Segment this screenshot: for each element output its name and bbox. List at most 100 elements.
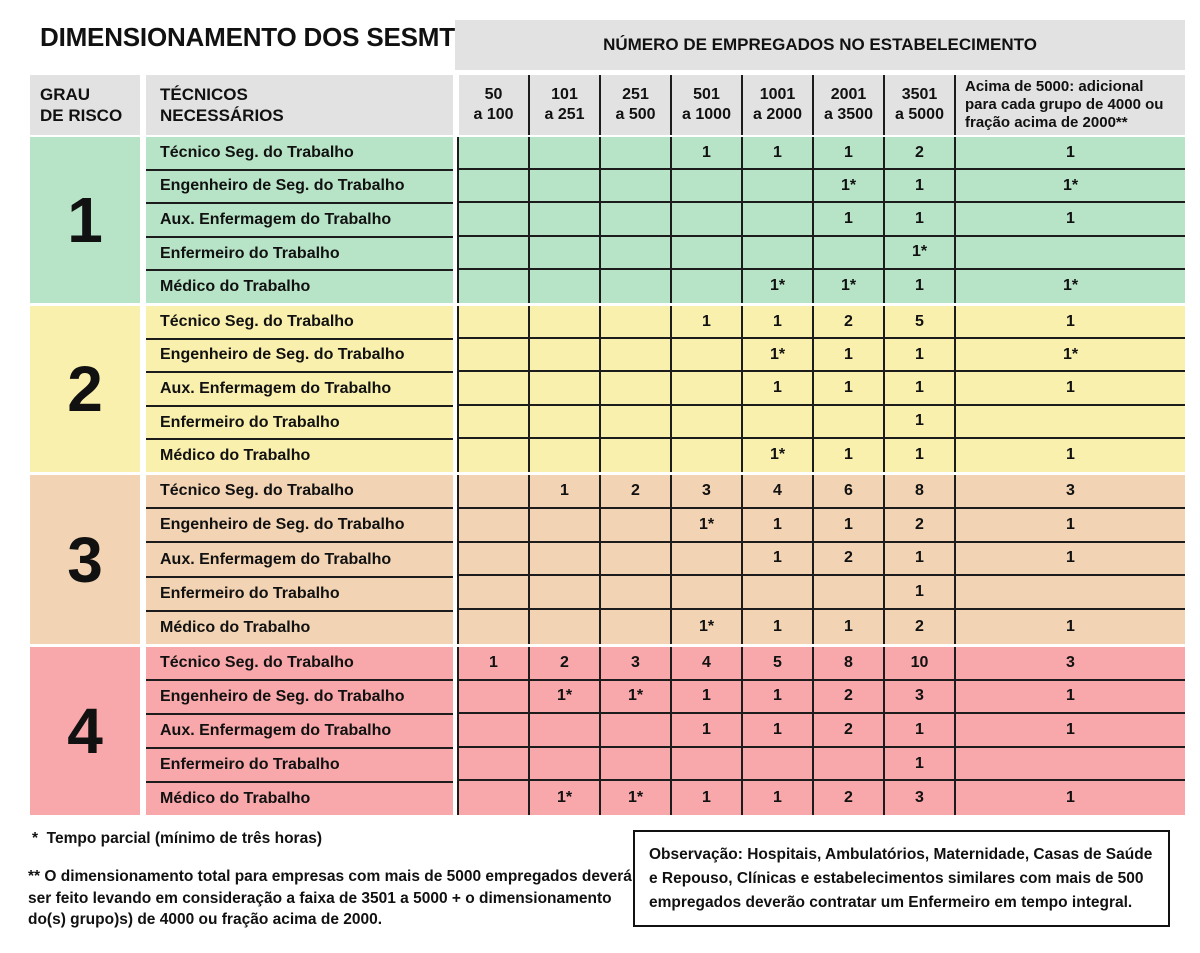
risk-grade-number: 3 — [30, 475, 140, 644]
value-cell: 4 — [743, 475, 814, 509]
value-cell — [601, 203, 672, 237]
value-cell — [601, 269, 672, 304]
value-cell — [743, 747, 814, 782]
values-grid: 1 2 3 4 5 8 10 3 1* 1* 1 1 2 3 1 1 1 2 1 1 1 1* 1* 1 1 2 3 1 — [457, 647, 1185, 815]
value-cell — [601, 170, 672, 204]
value-cell: 2 — [885, 508, 956, 543]
value-cell: 1* — [672, 610, 743, 644]
technician-name: Técnico Seg. do Trabalho — [146, 475, 453, 510]
value-cell: 1* — [956, 339, 1185, 373]
technician-name: Aux. Enfermagem do Trabalho — [146, 543, 453, 578]
value-cell — [814, 747, 885, 782]
header-range-cell: 1001 a 2000 — [743, 75, 814, 135]
value-cell: 2 — [814, 306, 885, 340]
value-cell: 2 — [530, 647, 601, 681]
values-grid: 1 1 2 5 1 1* 1 1 1* 1 1 1 1 1 1* 1 1 1 — [457, 306, 1185, 473]
technician-names-column: Técnico Seg. do Trabalho Engenheiro de Se… — [146, 306, 453, 472]
value-cell: 1* — [530, 781, 601, 815]
values-grid: 1 2 3 4 6 8 3 1* 1 1 2 1 1 2 1 1 1 1* 1 1 2 1 — [457, 475, 1185, 644]
value-cell — [459, 680, 530, 715]
technician-name: Médico do Trabalho — [146, 611, 453, 645]
value-cell — [956, 236, 1185, 270]
value-cell — [530, 372, 601, 406]
risk-group-2: 2 Técnico Seg. do Trabalho Engenheiro de S… — [0, 306, 1200, 473]
value-cell — [459, 576, 530, 611]
value-cell — [601, 405, 672, 439]
value-cell: 10 — [885, 647, 956, 681]
value-cell: 1 — [956, 680, 1185, 715]
value-cell: 3 — [885, 680, 956, 715]
table-row: 1* 1* 1 1* — [459, 269, 1185, 304]
value-cell: 1 — [885, 405, 956, 439]
header-employee-ranges: 50 a 100 101 a 251 251 a 500 501 a 1000 1001 a 20… — [457, 75, 1185, 135]
header-risk-grade-line1: GRAU — [40, 84, 91, 104]
value-cell: 1* — [743, 438, 814, 473]
header-range-cell: 3501 a 5000 — [885, 75, 956, 135]
value-cell — [530, 236, 601, 270]
table-row: 1* 1* 1 1 2 3 1 — [459, 781, 1185, 815]
value-cell: 1 — [530, 475, 601, 509]
value-cell: 1 — [672, 781, 743, 815]
value-cell — [956, 405, 1185, 439]
technician-name: Engenheiro de Seg. do Trabalho — [146, 170, 453, 205]
employees-banner: NÚMERO DE EMPREGADOS NO ESTABELECIMENTO — [455, 20, 1185, 70]
footnote-over-5000: ** O dimensionamento total para empresas… — [28, 868, 632, 929]
value-cell: 6 — [814, 475, 885, 509]
value-cell: 1 — [885, 203, 956, 237]
value-cell: 1 — [672, 137, 743, 171]
value-cell: 1 — [814, 137, 885, 171]
value-cell — [530, 306, 601, 340]
value-cell: 1 — [956, 542, 1185, 577]
value-cell — [459, 610, 530, 644]
value-cell: 1 — [743, 137, 814, 171]
header-range-cell: 50 a 100 — [459, 75, 530, 135]
value-cell — [672, 405, 743, 439]
technician-name: Aux. Enfermagem do Trabalho — [146, 715, 453, 749]
value-cell: 1 — [956, 714, 1185, 748]
table-row: 1* 1* 1 1 2 3 1 — [459, 680, 1185, 715]
table-row: 1 2 3 4 5 8 10 3 — [459, 647, 1185, 681]
value-cell — [601, 508, 672, 543]
value-cell: 3 — [956, 475, 1185, 509]
value-cell — [743, 576, 814, 611]
value-cell — [956, 576, 1185, 611]
technician-name: Aux. Enfermagem do Trabalho — [146, 373, 453, 407]
value-cell — [530, 542, 601, 577]
value-cell — [672, 269, 743, 304]
technician-name: Enfermeiro do Trabalho — [146, 749, 453, 783]
technician-name: Engenheiro de Seg. do Trabalho — [146, 509, 453, 544]
value-cell: 1 — [885, 542, 956, 577]
footnote-partial-time: * Tempo parcial (mínimo de três horas) — [32, 830, 322, 847]
value-cell: 1 — [743, 508, 814, 543]
value-cell — [672, 542, 743, 577]
value-cell: 1* — [672, 508, 743, 543]
value-cell — [459, 170, 530, 204]
value-cell: 1 — [743, 610, 814, 644]
risk-group-4: 4 Técnico Seg. do Trabalho Engenheiro de S… — [0, 647, 1200, 815]
header-range-cell: 251 a 500 — [601, 75, 672, 135]
value-cell: 5 — [743, 647, 814, 681]
value-cell: 2 — [601, 475, 672, 509]
risk-grade-number: 1 — [30, 137, 140, 303]
value-cell — [601, 438, 672, 473]
value-cell — [459, 781, 530, 815]
value-cell: 1 — [956, 438, 1185, 473]
value-cell — [672, 372, 743, 406]
value-cell: 1 — [814, 339, 885, 373]
technician-name: Técnico Seg. do Trabalho — [146, 137, 453, 171]
value-cell: 1 — [672, 680, 743, 715]
value-cell: 3 — [672, 475, 743, 509]
value-cell: 2 — [814, 781, 885, 815]
value-cell: 1 — [814, 203, 885, 237]
value-cell — [459, 714, 530, 748]
table-row: 1* 1 1 2 1 — [459, 508, 1185, 543]
value-cell: 1 — [885, 747, 956, 782]
value-cell: 1 — [956, 306, 1185, 340]
table-row: 1* 1 1 1 — [459, 438, 1185, 473]
value-cell — [530, 714, 601, 748]
risk-group-3: 3 Técnico Seg. do Trabalho Engenheiro de S… — [0, 475, 1200, 645]
technician-names-column: Técnico Seg. do Trabalho Engenheiro de Se… — [146, 647, 453, 815]
technician-name: Médico do Trabalho — [146, 271, 453, 303]
